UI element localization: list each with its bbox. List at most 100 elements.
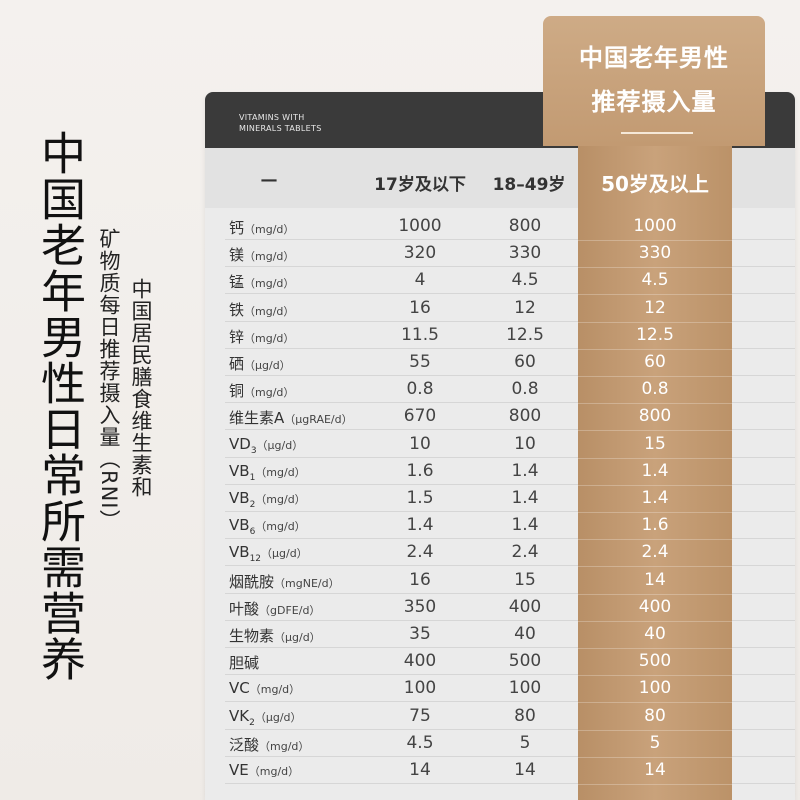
value-age-18-49: 2.4 bbox=[511, 542, 539, 563]
value-age-50-above: 14 bbox=[644, 760, 666, 780]
nutrient-name: VB bbox=[229, 489, 250, 507]
table-row: 泛酸（mg/d） 4.5 5 bbox=[205, 731, 795, 757]
table-row: VB1（mg/d） 1.6 1.4 bbox=[205, 459, 795, 485]
value-age-18-49: 10 bbox=[514, 433, 536, 454]
nutrient-label: VK2（μg/d） bbox=[229, 707, 302, 728]
nutrient-name: 铁 bbox=[229, 300, 245, 319]
highlight-column bbox=[578, 146, 732, 800]
nutrient-label: 生物素（μg/d） bbox=[229, 625, 321, 648]
table-row: VB6（mg/d） 1.4 1.4 bbox=[205, 513, 795, 540]
value-age-18-49: 100 bbox=[508, 678, 542, 699]
value-age-50-above: 60 bbox=[644, 352, 666, 372]
highlight-row-divider bbox=[578, 321, 732, 323]
nutrient-unit: （mg/d） bbox=[259, 739, 310, 753]
nutrient-name: VC bbox=[229, 679, 250, 698]
table-row: 生物素（μg/d） 35 40 bbox=[205, 622, 795, 648]
nutrient-unit: （μgRAE/d） bbox=[284, 413, 353, 427]
row-divider bbox=[225, 402, 795, 404]
highlight-row-divider bbox=[578, 702, 732, 704]
value-age-18-49: 14 bbox=[514, 760, 536, 780]
nutrient-unit: （mg/d） bbox=[244, 331, 295, 345]
value-age-18-49: 12 bbox=[514, 297, 536, 318]
nutrient-unit: （μg/d） bbox=[244, 359, 291, 372]
highlight-row-divider bbox=[578, 484, 732, 486]
nutrient-name: 烟酰胺 bbox=[229, 572, 275, 591]
nutrient-unit: （mg/d） bbox=[248, 765, 300, 778]
nutrient-label: VB12（μg/d） bbox=[229, 543, 308, 564]
highlight-row-divider bbox=[578, 512, 732, 513]
nutrient-name: 铜 bbox=[229, 382, 245, 401]
header-age-17-below: 17岁及以下 bbox=[374, 175, 466, 195]
value-age-17-below: 10 bbox=[409, 433, 431, 454]
nutrient-subscript: 2 bbox=[249, 717, 255, 728]
nutrient-unit: （gDFE/d） bbox=[259, 603, 321, 617]
row-divider bbox=[225, 647, 795, 648]
highlight-divider bbox=[621, 132, 693, 134]
nutrient-label: 铜（mg/d） bbox=[229, 380, 294, 403]
nutrient-unit: （mg/d） bbox=[255, 520, 306, 534]
value-age-17-below: 350 bbox=[403, 596, 437, 617]
row-divider bbox=[225, 619, 795, 621]
nutrient-subscript: 1 bbox=[249, 472, 256, 483]
highlight-row-divider bbox=[578, 376, 732, 377]
nutrient-unit: （mg/d） bbox=[255, 465, 306, 479]
nutrient-subscript: 2 bbox=[249, 500, 256, 510]
value-age-17-below: 35 bbox=[409, 624, 431, 644]
value-age-18-49: 330 bbox=[508, 243, 542, 264]
highlight-row-divider bbox=[578, 457, 732, 459]
row-divider bbox=[225, 375, 795, 376]
value-age-17-below: 14 bbox=[409, 760, 431, 780]
header-age-50-above: 50岁及以上 bbox=[601, 172, 709, 196]
table-row: 烟酰胺（mgNE/d） 16 15 bbox=[205, 568, 795, 594]
highlight-header-line-2: 推荐摄入量 bbox=[591, 88, 717, 116]
value-age-50-above: 500 bbox=[638, 651, 672, 672]
nutrient-name: VK bbox=[229, 706, 250, 725]
table-row: 镁（mg/d） 320 330 bbox=[205, 241, 795, 268]
table-row: 锰（mg/d） 4 4.5 bbox=[205, 268, 795, 295]
value-age-17-below: 75 bbox=[409, 705, 431, 726]
value-age-18-49: 80 bbox=[514, 705, 536, 726]
subtitle-line-1: 中国居民膳食维生素和 bbox=[129, 278, 153, 498]
nutrient-label: 硒（μg/d） bbox=[229, 353, 291, 376]
nutrient-name: 硒 bbox=[229, 355, 245, 373]
table-row: 维生素A（μgRAE/d） 670 800 bbox=[205, 404, 795, 431]
nutrient-unit: （mg/d） bbox=[244, 250, 295, 264]
nutrient-name: 镁 bbox=[229, 246, 245, 265]
nutrient-subscript: 6 bbox=[249, 527, 256, 538]
table-row: VB12（μg/d） 2.4 2.4 bbox=[205, 540, 795, 567]
value-age-50-above: 800 bbox=[638, 406, 672, 427]
nutrient-unit: （μg/d） bbox=[256, 438, 304, 452]
value-age-17-below: 1.6 bbox=[406, 460, 434, 481]
nutrient-name: 锰 bbox=[229, 273, 245, 292]
value-age-50-above: 14 bbox=[644, 569, 666, 590]
nutrient-label: VB6（mg/d） bbox=[229, 516, 306, 537]
row-divider bbox=[225, 320, 795, 322]
nutrient-unit: （μg/d） bbox=[261, 547, 308, 561]
highlight-header: 中国老年男性 推荐摄入量 bbox=[543, 16, 765, 146]
nutrient-label: 叶酸（gDFE/d） bbox=[229, 598, 320, 621]
value-age-17-below: 55 bbox=[409, 352, 431, 372]
highlight-row-divider bbox=[578, 620, 732, 622]
highlight-row-divider bbox=[578, 593, 732, 595]
value-age-50-above: 4.5 bbox=[641, 270, 669, 291]
highlight-row-divider bbox=[578, 784, 732, 785]
row-divider bbox=[225, 483, 795, 485]
nutrient-label: 烟酰胺（mgNE/d） bbox=[229, 571, 340, 594]
row-divider bbox=[225, 239, 795, 240]
row-divider bbox=[225, 456, 795, 458]
row-divider bbox=[225, 293, 795, 295]
nutrient-name: VB bbox=[229, 543, 250, 562]
value-age-17-below: 1000 bbox=[398, 216, 442, 236]
value-age-50-above: 1.4 bbox=[641, 460, 669, 481]
highlight-row-divider bbox=[578, 267, 732, 269]
table-row: 锌（mg/d） 11.5 12.5 bbox=[205, 323, 795, 349]
nutrient-label: 钙（mg/d） bbox=[229, 217, 294, 240]
nutrient-unit: （mg/d） bbox=[255, 493, 306, 506]
brand-line-2: MINERALS TABLETS bbox=[239, 124, 322, 133]
value-age-50-above: 330 bbox=[638, 243, 672, 264]
nutrient-label: VE（mg/d） bbox=[229, 761, 299, 782]
value-age-17-below: 670 bbox=[403, 406, 437, 427]
table-row: 胆碱 400 500 bbox=[205, 649, 795, 676]
nutrient-subscript: 3 bbox=[250, 445, 257, 456]
value-age-17-below: 320 bbox=[403, 243, 437, 264]
